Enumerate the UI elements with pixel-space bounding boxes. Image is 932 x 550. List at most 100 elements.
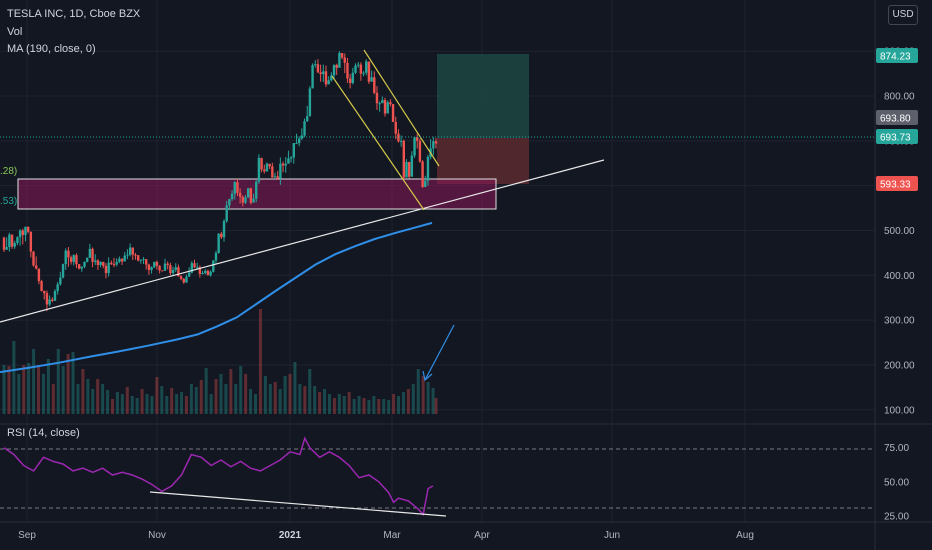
volume-bar [416,369,420,414]
currency-button[interactable]: USD [888,5,918,25]
candle-body [303,121,306,136]
candle-body [26,226,30,232]
time-axis-labels[interactable]: Sep Nov 2021 Mar Apr Jun Aug [18,530,754,541]
volume-bar [219,374,223,414]
candle-body [255,181,258,199]
volume-bar [96,379,100,414]
candle-body [244,197,247,203]
candle-body [348,78,352,84]
volume-bar [406,389,410,414]
volume-bar [377,399,381,414]
volume-bar [120,394,124,414]
candle-body [297,138,301,144]
candle-body [169,264,172,274]
channel-upper-line[interactable] [363,49,440,167]
candle-body [276,176,279,179]
candle-body [314,64,317,66]
channel-lower-line[interactable] [331,75,425,211]
price-tag-label: 874.23 [880,52,911,63]
candle-body [142,259,145,261]
candle-body [416,137,419,141]
symbol-title[interactable]: TESLA INC, 1D, Cboe BZX [7,8,141,20]
volume-bar [313,386,317,414]
candle-body [77,264,81,269]
volume-bar [7,366,11,414]
time-axis-label: Jun [604,530,620,541]
candle-body [16,237,19,244]
candle-body [118,258,121,262]
volume-bar [372,396,376,414]
volume-bar [189,384,193,414]
volume-bar [91,389,95,414]
volume-legend[interactable]: Vol [7,26,23,38]
candle-body [99,261,102,265]
price-axis-label: 100.00 [884,405,915,416]
stop-zone[interactable] [437,138,529,184]
volume-bar [66,354,70,414]
candle-body [295,143,298,145]
volume-bar [199,380,203,414]
candle-body [230,193,234,200]
candle-body [112,264,116,266]
candle-body [88,248,92,258]
ma-legend[interactable]: MA (190, close, 0) [7,43,96,55]
candle-body [367,61,371,82]
candle-body [271,166,274,178]
candle-body [48,299,51,305]
candle-body [222,221,226,238]
volume-bar [110,399,114,414]
price-axis-labels[interactable]: 900.00800.00700.00600.00500.00400.00300.… [884,47,915,417]
candle-body [201,273,204,275]
volume-bar [323,389,327,414]
rsi-divergence-line[interactable] [149,491,447,517]
candle-body [177,267,180,277]
time-axis-label: Sep [18,530,36,541]
volume-bar [81,369,85,414]
candle-body [29,231,33,252]
candle-body [75,255,78,265]
candle-body [399,140,403,142]
volume-bar [61,366,65,414]
candle-body [306,116,309,122]
rsi-axis-label: 75.00 [884,443,909,454]
arrow-shaft[interactable] [424,324,455,381]
candle-body [228,199,231,206]
volume-bar [46,359,50,414]
volume-bar [17,374,21,414]
volume-bar [308,369,312,414]
price-tag [876,129,918,144]
grid-lines [0,0,875,522]
uptrend-line[interactable] [0,159,605,323]
volume-bar [258,309,262,414]
rsi-legend[interactable]: RSI (14, close) [7,427,80,439]
candle-body [316,64,320,73]
price-tag [876,176,918,191]
price-tag-label: 693.80 [880,114,911,125]
volume-bar [263,376,267,414]
candle-body [434,141,438,144]
candle-body [346,62,349,79]
volume-bar [101,384,105,414]
candle-body [195,267,199,269]
candle-body [238,192,242,197]
time-axis-label: Apr [474,530,490,541]
volume-bar [392,394,396,414]
volume-bar [426,382,430,414]
volume-bar [337,394,341,414]
candle-body [206,270,210,276]
volume-bar [382,399,386,414]
volume-bar [175,394,179,414]
candle-body [18,230,22,238]
price-axis-label: 800.00 [884,92,915,103]
candle-body [335,65,338,68]
target-zone[interactable] [437,54,529,138]
volume-bar [37,367,41,414]
volume-bar [204,368,208,414]
volume-bar [106,390,110,414]
candle-body [190,263,194,273]
candle-body [373,77,376,93]
volume-bar [273,382,277,414]
volume-bar [397,396,401,414]
rsi-axis-labels[interactable]: 75.00 50.00 25.00 [884,443,909,522]
